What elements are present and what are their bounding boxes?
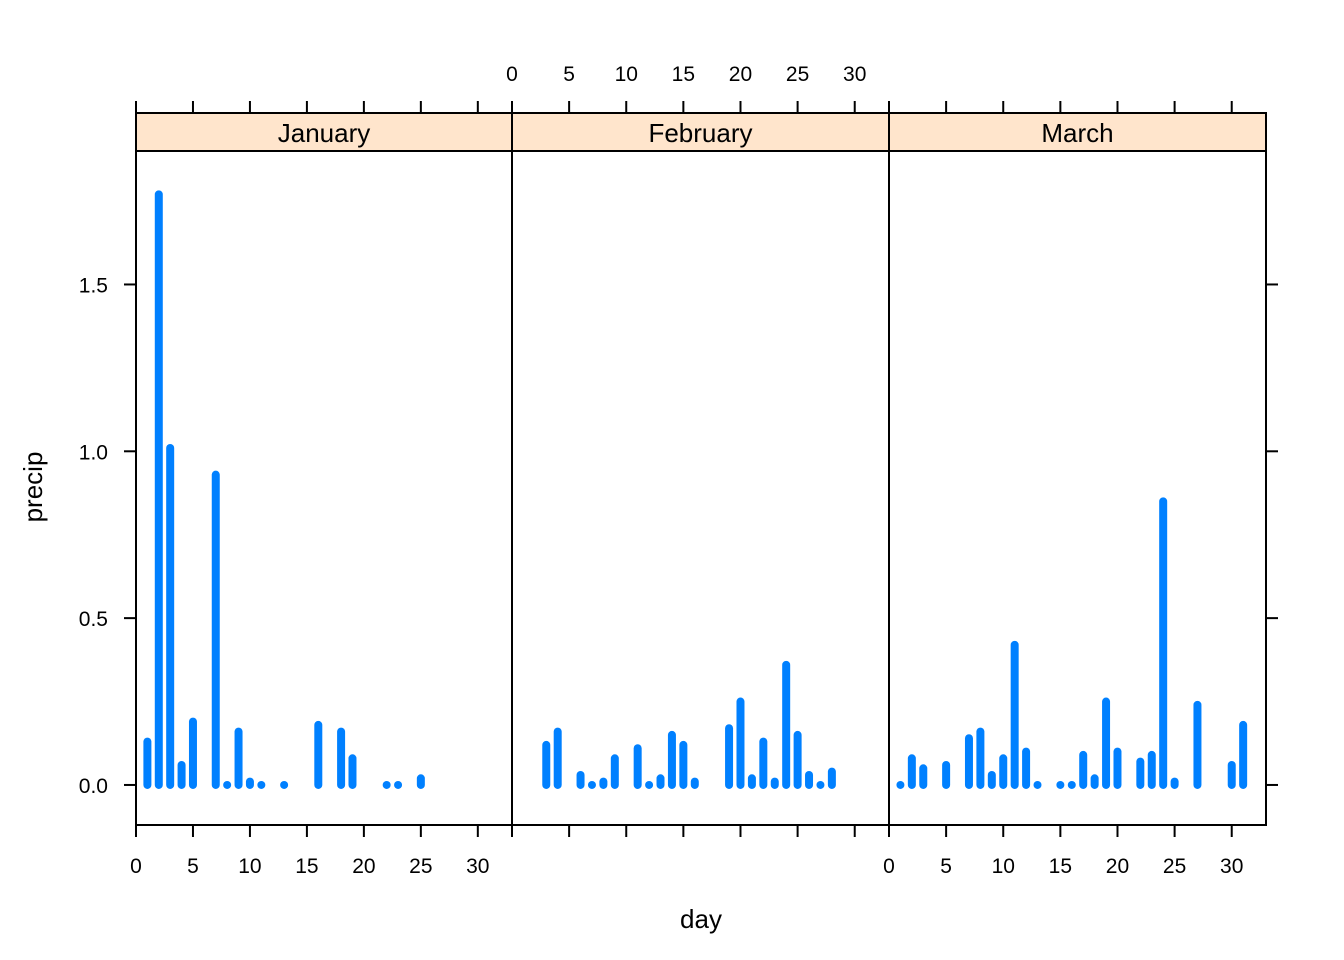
x-tick-label: 30	[1220, 855, 1243, 878]
x-tick-label: 10	[992, 855, 1015, 878]
strip-label: January	[278, 118, 371, 148]
axes: 0 5 10 15 20 25 30 0 5 10 15 20 25 30 0 5 10 15 20 25 30 0.0 0…	[79, 63, 1278, 878]
y-tick-label: 0.0	[79, 775, 108, 798]
panel-frame	[888, 150, 1267, 826]
panel-february: February	[511, 112, 890, 826]
x-tick-label: 15	[672, 63, 695, 86]
y-tick-label: 1.5	[79, 274, 108, 297]
strip-label: February	[648, 118, 752, 148]
x-tick-label: 15	[1049, 855, 1072, 878]
strip-label: March	[1041, 118, 1113, 148]
x-tick-label: 25	[409, 855, 432, 878]
x-tick-label: 0	[883, 855, 895, 878]
panel-january: January	[135, 112, 513, 826]
x-tick-label: 15	[295, 855, 318, 878]
x-tick-label: 30	[843, 63, 866, 86]
x-tick-label: 5	[940, 855, 952, 878]
x-tick-label: 10	[615, 63, 638, 86]
x-tick-label: 25	[786, 63, 809, 86]
x-tick-label: 5	[187, 855, 199, 878]
panel-march: March	[888, 112, 1267, 826]
panels: January February March	[135, 112, 1267, 826]
x-tick-label: 5	[563, 63, 575, 86]
y-tick-label: 0.5	[79, 608, 108, 631]
panel-frame	[511, 150, 890, 826]
x-tick-label: 10	[238, 855, 261, 878]
x-axis-title: day	[680, 904, 722, 934]
x-tick-label: 0	[506, 63, 518, 86]
x-tick-label: 20	[729, 63, 752, 86]
x-tick-label: 25	[1163, 855, 1186, 878]
strip-march	[888, 112, 1267, 152]
x-tick-label: 20	[1106, 855, 1129, 878]
strip-january	[135, 112, 513, 152]
y-tick-label: 1.0	[79, 441, 108, 464]
x-tick-label: 0	[130, 855, 142, 878]
x-tick-label: 30	[466, 855, 489, 878]
y-axis-title: precip	[18, 452, 48, 523]
x-tick-label: 20	[352, 855, 375, 878]
